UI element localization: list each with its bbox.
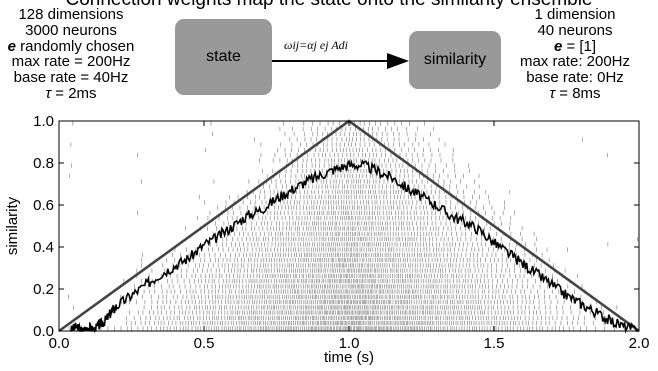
spike-row bbox=[185, 226, 523, 231]
spike-row bbox=[197, 215, 511, 221]
spike-row bbox=[135, 273, 578, 279]
caption-fragment: Connection weights map the state onto th… bbox=[0, 0, 658, 11]
plot-frame bbox=[58, 120, 640, 332]
similarity-label: similarity bbox=[423, 51, 487, 68]
y-axis-label: similarity bbox=[4, 196, 21, 255]
right-neurons: 40 neurons bbox=[537, 21, 613, 39]
spike-row bbox=[137, 152, 608, 158]
spike-row bbox=[125, 315, 621, 321]
spike-row bbox=[70, 142, 446, 147]
spike-row bbox=[68, 294, 593, 300]
state-ensemble-box: state bbox=[175, 19, 272, 95]
spike-row bbox=[129, 310, 605, 315]
spike-row bbox=[136, 268, 566, 273]
y-tick-label: 1.0 bbox=[33, 113, 54, 130]
spike-row bbox=[215, 221, 511, 226]
spike-row bbox=[73, 305, 618, 310]
spike-raster bbox=[68, 121, 639, 331]
left-neurons: 3000 neurons bbox=[25, 21, 117, 39]
right-tau: τ = 8ms bbox=[549, 84, 601, 102]
right-base-rate: base rate: 0Hz bbox=[526, 69, 624, 87]
x-tick-label: 2.0 bbox=[629, 335, 650, 352]
right-max-rate: max rate: 200Hz bbox=[519, 53, 631, 71]
spike-row bbox=[216, 236, 639, 242]
left-encoders: e randomly chosen bbox=[7, 37, 135, 55]
spike-row bbox=[141, 252, 543, 258]
series-layer bbox=[58, 119, 640, 334]
spike-row bbox=[68, 326, 615, 331]
left-tau: τ = 2ms bbox=[45, 84, 97, 102]
spike-row bbox=[212, 231, 535, 237]
left-base-rate: base rate = 40Hz bbox=[13, 69, 129, 87]
spike-row bbox=[126, 320, 620, 326]
spike-row bbox=[123, 278, 571, 284]
ideal-similarity-line bbox=[58, 119, 640, 333]
x-tick-label: 0.0 bbox=[49, 335, 70, 352]
spike-row bbox=[141, 263, 555, 268]
x-tick-label: 1.5 bbox=[484, 335, 505, 352]
spike-row bbox=[262, 168, 470, 174]
spike-row bbox=[174, 247, 568, 252]
y-tick-label: 0.2 bbox=[33, 281, 54, 298]
spike-row bbox=[259, 158, 454, 163]
left-max-rate: max rate = 200Hz bbox=[11, 53, 131, 71]
spike-row bbox=[253, 137, 583, 142]
y-tick-label: 0.8 bbox=[33, 155, 54, 172]
spike-row bbox=[134, 284, 583, 289]
spike-row bbox=[204, 200, 505, 205]
spike-row bbox=[141, 179, 475, 184]
y-tick-label: 0.6 bbox=[33, 197, 54, 214]
connection-arrow bbox=[272, 53, 409, 69]
left-ensemble-info: 128 dimensions 3000 neurons e randomly c… bbox=[0, 7, 142, 102]
spike-row bbox=[72, 121, 426, 126]
right-encoders: e = [1] bbox=[553, 37, 597, 55]
spike-row bbox=[143, 289, 586, 294]
right-ensemble-info: 1 dimension 40 neurons e = [1] max rate:… bbox=[505, 7, 645, 102]
similarity-ensemble-box: similarity bbox=[409, 31, 501, 89]
state-label: state bbox=[206, 48, 241, 65]
arrow-head-icon bbox=[387, 53, 409, 69]
spike-row bbox=[141, 257, 550, 263]
spike-row bbox=[212, 131, 431, 137]
y-tick-label: 0.0 bbox=[33, 323, 54, 340]
spike-row bbox=[137, 210, 516, 216]
spike-row bbox=[198, 194, 489, 200]
x-tick-label: 0.5 bbox=[194, 335, 215, 352]
left-dimensions: 128 dimensions bbox=[18, 6, 124, 23]
weight-formula: ωij=αj ej Adi bbox=[284, 38, 348, 52]
spike-row bbox=[210, 242, 609, 247]
right-dimensions: 1 dimension bbox=[534, 6, 616, 23]
x-axis-label: time (s) bbox=[324, 349, 374, 366]
spike-row bbox=[204, 147, 454, 153]
y-tick-label: 0.4 bbox=[33, 239, 54, 256]
spike-row bbox=[121, 299, 597, 305]
x-tick-label: 1.0 bbox=[339, 335, 360, 352]
axis-ticks: 0.0 0.5 1.0 1.5 2.0 0.0 0.2 0.4 0.6 0.8 1.0 bbox=[33, 113, 649, 352]
decoded-similarity-line bbox=[70, 158, 639, 334]
